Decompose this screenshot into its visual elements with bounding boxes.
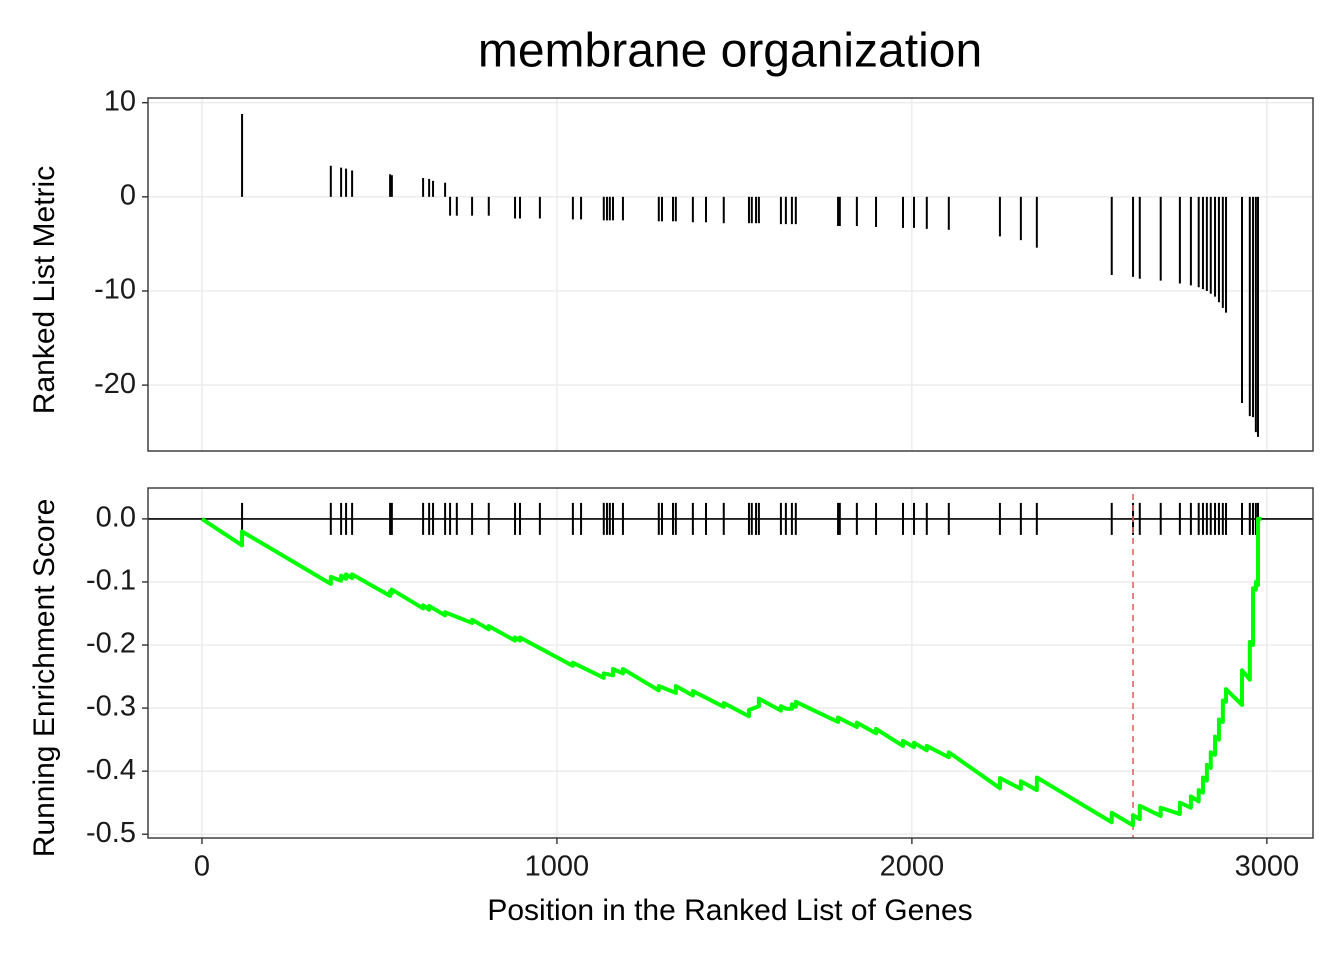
y-tick-label: -10 [94, 274, 136, 306]
y-tick-label: -20 [94, 368, 136, 400]
y-tick-label: -0.1 [86, 565, 136, 597]
enrichment-line [200, 516, 1262, 828]
y-tick-label: -0.5 [86, 817, 136, 849]
x-tick-label: 0 [194, 851, 210, 883]
y-tick-label: -0.2 [86, 628, 136, 660]
y-tick-label: -0.4 [86, 754, 136, 786]
y-tick-label: 0.0 [96, 502, 136, 534]
y-axis-label: Running Enrichment Score [28, 499, 61, 858]
y-tick-label: -0.3 [86, 691, 136, 723]
panel-background [148, 98, 1313, 451]
panel-background [148, 488, 1313, 838]
x-tick-label: 2000 [880, 851, 945, 883]
x-axis-label: Position in the Ranked List of Genes [487, 894, 972, 927]
x-tick-label: 3000 [1235, 851, 1300, 883]
y-tick-label: 0 [120, 179, 136, 211]
x-tick-label: 1000 [525, 851, 590, 883]
y-axis-label: Ranked List Metric [28, 166, 61, 414]
panel-border [147, 97, 1314, 452]
chart-title: membrane organization [478, 25, 982, 78]
y-tick-label: 10 [104, 85, 136, 117]
panel-border [147, 487, 1314, 839]
